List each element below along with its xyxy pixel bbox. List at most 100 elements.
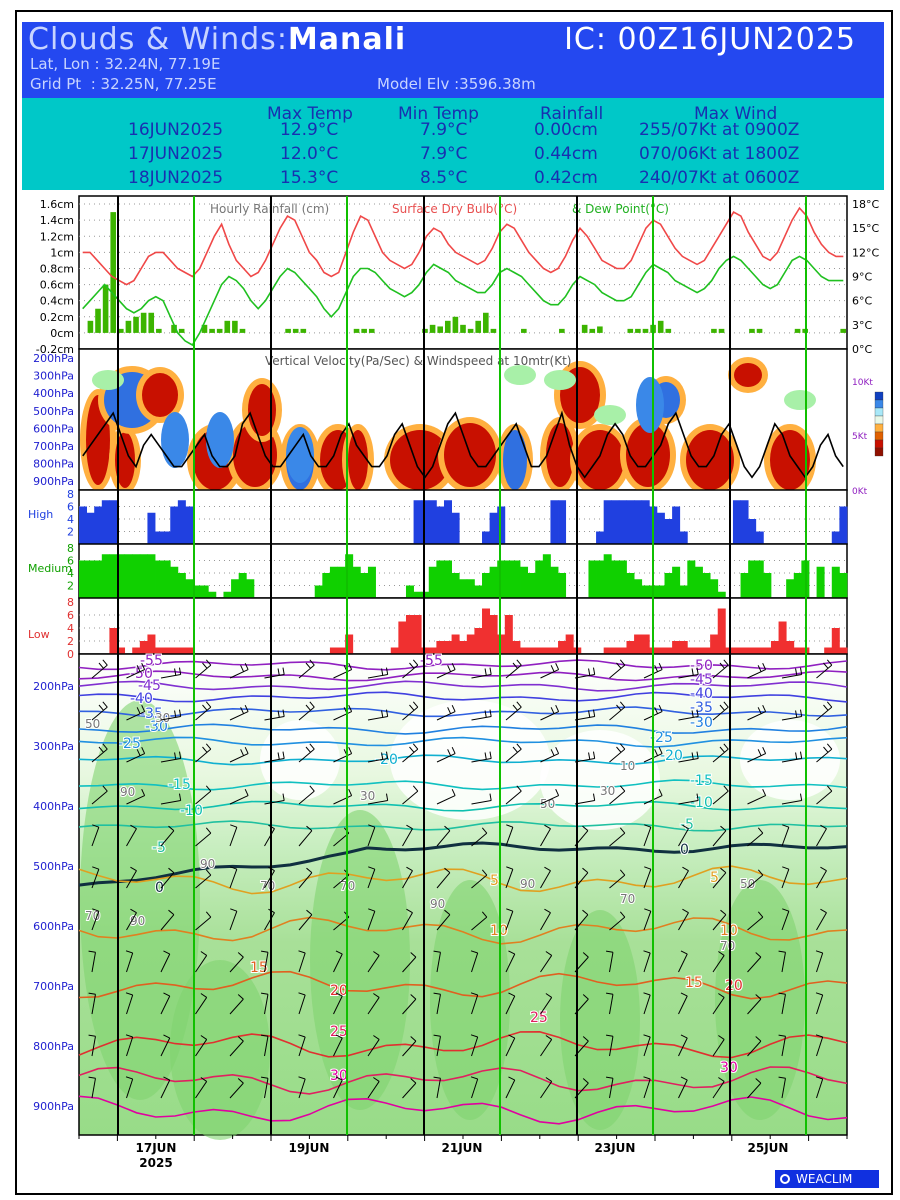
wind-barb-staff (574, 716, 595, 721)
cloud-tick-label: 4 (67, 622, 74, 635)
wind-barb-flag (282, 667, 285, 675)
row1-date: 16JUN2025 (128, 120, 224, 140)
cloud-bar (763, 573, 772, 598)
wind-barb-flag (88, 1076, 96, 1079)
cloud-tick-label: 4 (67, 567, 74, 580)
vv-contour-core (248, 384, 276, 436)
wind-barb-staff (229, 827, 238, 847)
wind-barb-staff (747, 916, 764, 931)
cloud-bar (443, 500, 452, 544)
wind-barb-staff (298, 790, 315, 805)
wind-barb-flag (406, 908, 413, 914)
rain-tick-label: 1.2cm (40, 230, 74, 243)
wind-barb-staff (609, 1036, 614, 1057)
wind-barb-flag (230, 824, 238, 828)
rain-tick-label: 0.2cm (40, 311, 74, 324)
wind-kt-label: 5Kt (852, 432, 868, 442)
wind-barb-flag (619, 659, 626, 666)
wind-barb-flag (826, 785, 833, 792)
wind-barb-staff (471, 758, 492, 763)
isotherm-label: 0 (680, 842, 689, 858)
wind-barb-staff (609, 1078, 614, 1099)
isotherm-label: -30 (145, 719, 168, 735)
wind-barb-flag (174, 668, 177, 676)
wind-barb-staff (781, 1036, 786, 1057)
cloud-bar (162, 647, 171, 654)
wind-barb-staff (643, 1078, 651, 1099)
wind-barb-staff (436, 952, 441, 973)
wind-barb-flag (368, 866, 376, 870)
cloud-bar (512, 641, 521, 654)
wind-barb-flag (799, 667, 803, 675)
row2-max: 12.0°C (280, 144, 339, 164)
wind-barb-flag (720, 825, 727, 832)
vv-legend-swatch (874, 391, 884, 401)
wind-barb-flag (826, 743, 833, 750)
xsec-pressure-label: 600hPa (33, 920, 74, 933)
cloud-bar (732, 647, 741, 654)
isotherm-label: -15 (690, 773, 713, 789)
wind-barb-flag (778, 1076, 786, 1079)
wind-barb-flag (412, 785, 419, 792)
rain-bar (475, 320, 482, 333)
isotherm-line (78, 680, 848, 692)
rain-bar (642, 328, 649, 333)
cloud-bar (101, 554, 110, 598)
wind-barb-flag (306, 825, 313, 832)
cloud-bar (786, 579, 795, 598)
wind-barb-flag (512, 662, 518, 669)
wind-barb-staff (643, 869, 652, 889)
wind-barb-flag (778, 950, 786, 953)
cloud-tick-label: 6 (67, 501, 74, 514)
wind-barb-staff (195, 955, 208, 973)
cloud-bar (436, 560, 445, 598)
wind-barb-flag (582, 994, 589, 1000)
wind-barb-staff (264, 1078, 269, 1099)
wind-barb-staff (643, 827, 652, 847)
wind-barb-staff (712, 914, 727, 931)
xsec-pressure-label: 200hPa (33, 680, 74, 693)
cloud-bar (360, 573, 369, 598)
wind-barb-flag (588, 710, 591, 718)
cloud-bar (558, 641, 567, 654)
wind-barb-staff (298, 1036, 306, 1057)
wind-barb-staff (298, 914, 313, 931)
cloud-bar (367, 566, 376, 598)
wind-barb-flag (588, 752, 591, 760)
wind-barb-staff (436, 711, 456, 721)
wind-barb-staff (678, 828, 689, 847)
cloud-bar (694, 647, 703, 654)
wind-barb-flag (237, 1036, 244, 1042)
wind-barb-staff (471, 1078, 479, 1099)
wind-barb-staff (747, 998, 762, 1015)
cloud-bar (497, 560, 506, 598)
wind-barb-staff (160, 872, 175, 889)
cloud-bar (611, 560, 620, 598)
wind-barb-flag (799, 709, 803, 717)
rain-bar (840, 328, 846, 333)
wind-barb-staff (505, 1037, 516, 1057)
cloud-bar (474, 628, 483, 654)
wind-barb-staff (471, 800, 492, 805)
rain-bar (95, 308, 101, 333)
wind-barb-flag (696, 709, 699, 717)
wind-barb-flag (605, 1034, 614, 1037)
wind-barb-flag (545, 951, 552, 956)
cloud-bar (398, 621, 407, 654)
wind-barb-staff (402, 1082, 417, 1099)
cloud-bar (763, 647, 772, 654)
cloud-bar (755, 647, 764, 654)
rh-moist-patch (430, 880, 510, 1120)
wind-barb-flag (102, 701, 108, 708)
wind-barb-staff (160, 716, 181, 721)
col-max-wind: Max Wind (694, 104, 778, 124)
wind-barb-flag (762, 746, 767, 754)
wind-barb-flag (718, 1035, 725, 1040)
wind-barb-flag (654, 749, 659, 756)
wind-barb-staff (609, 832, 626, 847)
isotherm-label: -20 (660, 748, 683, 764)
wind-barb-flag (409, 746, 415, 753)
cloud-bar (694, 566, 703, 598)
wind-barb-staff (712, 997, 725, 1015)
